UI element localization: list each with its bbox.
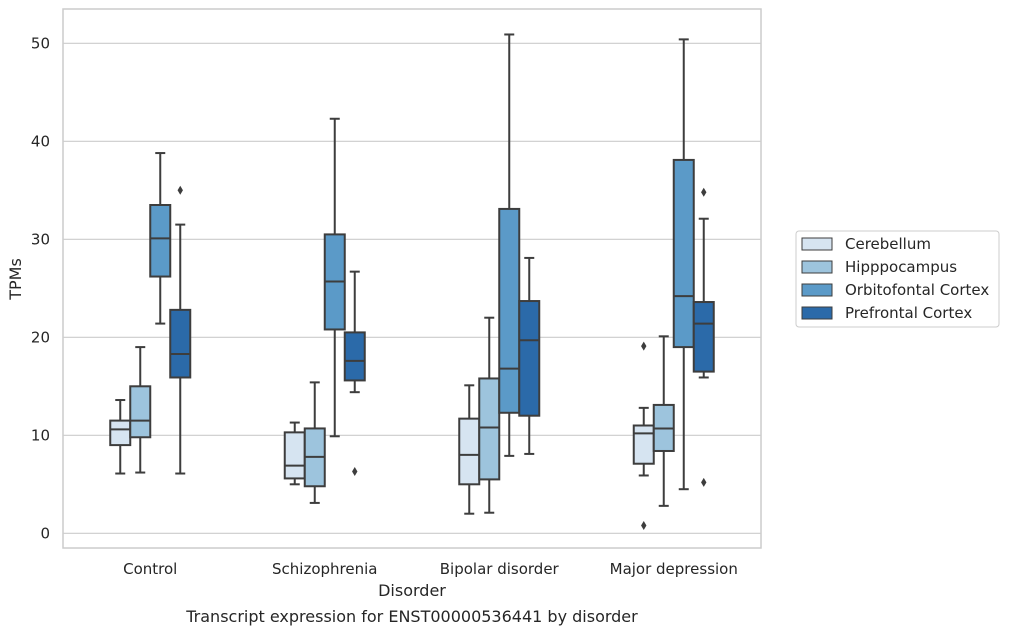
iqr-box <box>632 424 655 465</box>
outlier-point <box>177 185 183 195</box>
gridlines <box>63 42 761 534</box>
iqr-box <box>169 308 192 379</box>
iqr-box <box>498 207 521 414</box>
box-0-2 <box>149 152 172 325</box>
legend-label: Cerebellum <box>845 235 931 253</box>
outlier-point <box>701 187 707 197</box>
iqr-box <box>283 431 306 480</box>
box-1-3 <box>343 270 366 477</box>
box-0-1 <box>129 346 152 474</box>
legend-swatch <box>801 237 833 251</box>
box-3-3 <box>692 187 715 487</box>
legend-swatch <box>801 283 833 297</box>
x-tick-label: Control <box>123 560 177 578</box>
plot-area-frame <box>62 8 762 549</box>
y-axis-label: TPMs <box>6 258 25 301</box>
iqr-box <box>149 204 172 278</box>
iqr-box <box>692 301 715 373</box>
box-plot-boxes <box>109 33 715 530</box>
box-2-2 <box>498 33 521 457</box>
legend-swatch <box>801 260 833 274</box>
y-tick-label: 50 <box>31 34 50 52</box>
y-tick-label: 0 <box>40 524 50 542</box>
iqr-box <box>129 385 152 439</box>
x-axis-ticks: Control Schizophrenia Bipolar disorder Majo… <box>123 560 738 578</box>
iqr-box <box>672 158 695 349</box>
box-1-1 <box>303 381 326 504</box>
outlier-point <box>641 520 647 530</box>
outlier-point <box>641 341 647 351</box>
x-tick-label: Schizophrenia <box>272 560 377 578</box>
chart-caption: Transcript expression for ENST0000053644… <box>185 607 638 626</box>
iqr-box <box>458 417 481 486</box>
outlier-point <box>352 467 358 477</box>
legend-swatch <box>801 306 833 320</box>
y-tick-label: 40 <box>31 132 50 150</box>
box-0-0 <box>109 399 132 475</box>
box-3-1 <box>652 335 675 507</box>
legend: Cerebellum Hipppocampus Orbitofontal Corte… <box>795 230 1000 328</box>
outlier-point <box>701 477 707 487</box>
box-3-2 <box>672 38 695 491</box>
x-tick-label: Major depression <box>610 560 738 578</box>
box-2-3 <box>518 256 541 455</box>
box-1-2 <box>323 117 346 438</box>
legend-label: Prefrontal Cortex <box>845 304 972 322</box>
box-2-0 <box>458 384 481 515</box>
iqr-box <box>518 300 541 417</box>
y-tick-label: 10 <box>31 426 50 444</box>
box-3-0 <box>632 341 655 530</box>
y-tick-label: 30 <box>31 230 50 248</box>
box-1-0 <box>283 421 306 486</box>
iqr-box <box>109 419 132 447</box>
iqr-box <box>478 377 501 481</box>
iqr-box <box>343 331 366 382</box>
x-tick-label: Bipolar disorder <box>440 560 560 578</box>
legend-frame <box>795 230 1000 328</box>
y-axis-ticks: 0 10 20 30 40 50 <box>31 34 50 542</box>
legend-label: Orbitofontal Cortex <box>845 281 989 299</box>
y-tick-label: 20 <box>31 328 50 346</box>
box-2-1 <box>478 316 501 514</box>
x-axis-label: Disorder <box>378 581 446 600</box>
legend-label: Hipppocampus <box>845 258 957 276</box>
box-0-3 <box>169 185 192 475</box>
